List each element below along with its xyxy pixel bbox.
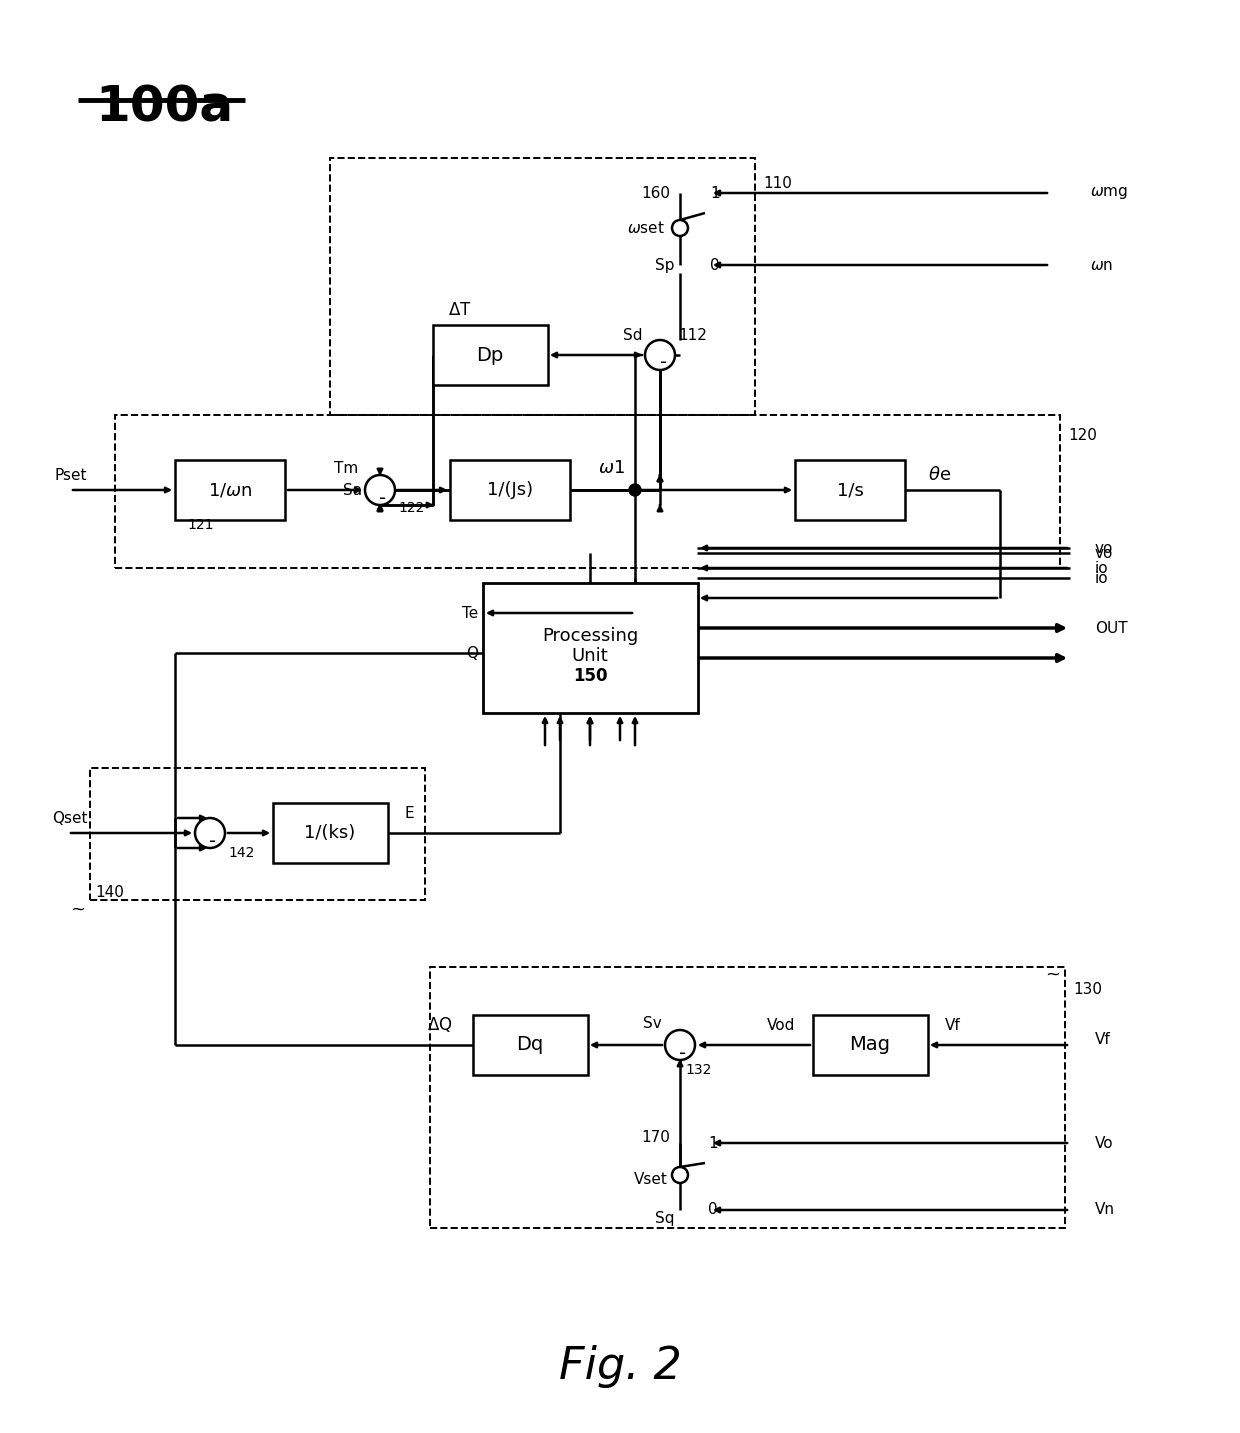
Circle shape [645, 340, 675, 370]
Text: 112: 112 [678, 328, 707, 342]
Circle shape [195, 818, 224, 848]
Text: 132: 132 [684, 1063, 712, 1078]
Text: 1: 1 [708, 1135, 718, 1151]
Circle shape [629, 484, 641, 496]
Text: Vod: Vod [766, 1017, 795, 1033]
Text: Fig. 2: Fig. 2 [558, 1346, 682, 1389]
Text: ~: ~ [69, 901, 86, 919]
Text: $\Delta$Q: $\Delta$Q [427, 1016, 453, 1035]
Bar [273, 802, 387, 863]
Bar [433, 325, 548, 385]
Text: Vf: Vf [1095, 1033, 1111, 1048]
Text: -: - [680, 1043, 687, 1062]
Text: Sq: Sq [656, 1211, 675, 1225]
Text: Vf: Vf [945, 1017, 961, 1033]
Bar [115, 416, 1060, 567]
Text: OUT: OUT [1095, 620, 1127, 635]
Text: $\theta$e: $\theta$e [928, 466, 951, 484]
Text: Sa: Sa [343, 483, 362, 497]
Bar [175, 460, 285, 520]
Bar [430, 967, 1065, 1228]
Text: Sv: Sv [644, 1016, 662, 1030]
Text: 142: 142 [228, 845, 254, 860]
Text: 122: 122 [398, 502, 424, 514]
Bar [472, 1015, 588, 1075]
Text: $\Delta$T: $\Delta$T [448, 301, 471, 320]
Text: 121: 121 [187, 517, 213, 532]
Text: 1: 1 [711, 185, 719, 201]
Text: Sp: Sp [656, 258, 675, 272]
Text: Pset: Pset [55, 467, 88, 483]
Bar [91, 768, 425, 900]
Text: vo: vo [1095, 540, 1114, 556]
Bar [482, 583, 697, 714]
Text: Qset: Qset [52, 811, 88, 825]
Text: 160: 160 [641, 185, 670, 201]
Circle shape [365, 474, 396, 504]
Text: 0: 0 [711, 258, 719, 272]
Text: ~: ~ [1045, 966, 1060, 984]
Text: Vo: Vo [1095, 1135, 1114, 1151]
Text: io: io [1095, 570, 1109, 586]
Bar [795, 460, 905, 520]
Text: Sd: Sd [622, 328, 642, 342]
Text: -: - [379, 489, 387, 507]
Text: $\omega$1: $\omega$1 [598, 459, 625, 477]
Circle shape [672, 1166, 688, 1184]
Text: Mag: Mag [849, 1036, 890, 1055]
Text: io: io [1095, 560, 1109, 576]
Text: 100a: 100a [95, 83, 233, 130]
Text: 150: 150 [573, 666, 608, 685]
Text: E: E [405, 805, 414, 821]
Text: 1/$\omega$n: 1/$\omega$n [208, 481, 252, 499]
Text: $\omega$set: $\omega$set [627, 221, 665, 236]
Text: -: - [210, 831, 217, 851]
Text: 120: 120 [1068, 427, 1097, 443]
Text: Vset: Vset [634, 1172, 668, 1188]
Circle shape [665, 1030, 694, 1060]
Text: vo: vo [1095, 546, 1114, 560]
Circle shape [672, 221, 688, 236]
Text: -: - [661, 353, 667, 371]
Text: Q: Q [466, 645, 477, 661]
Text: Processing: Processing [542, 628, 639, 645]
Text: Unit: Unit [572, 648, 609, 665]
Text: Vn: Vn [1095, 1202, 1115, 1218]
Bar [330, 158, 755, 416]
Text: Dq: Dq [516, 1036, 543, 1055]
Text: 1/s: 1/s [837, 481, 863, 499]
Text: $\omega$mg: $\omega$mg [1090, 185, 1128, 201]
Text: Dp: Dp [476, 345, 503, 364]
Text: $\omega$n: $\omega$n [1090, 258, 1114, 272]
Text: 130: 130 [1073, 982, 1102, 996]
Bar [812, 1015, 928, 1075]
Text: Te: Te [461, 606, 477, 620]
Text: 1/(Js): 1/(Js) [487, 481, 533, 499]
Bar [450, 460, 570, 520]
Text: 170: 170 [641, 1131, 670, 1145]
Text: 0: 0 [708, 1202, 718, 1218]
Text: 140: 140 [95, 884, 124, 900]
Text: 110: 110 [763, 175, 792, 191]
Text: 1/(ks): 1/(ks) [304, 824, 356, 843]
Text: Tm: Tm [334, 460, 358, 476]
